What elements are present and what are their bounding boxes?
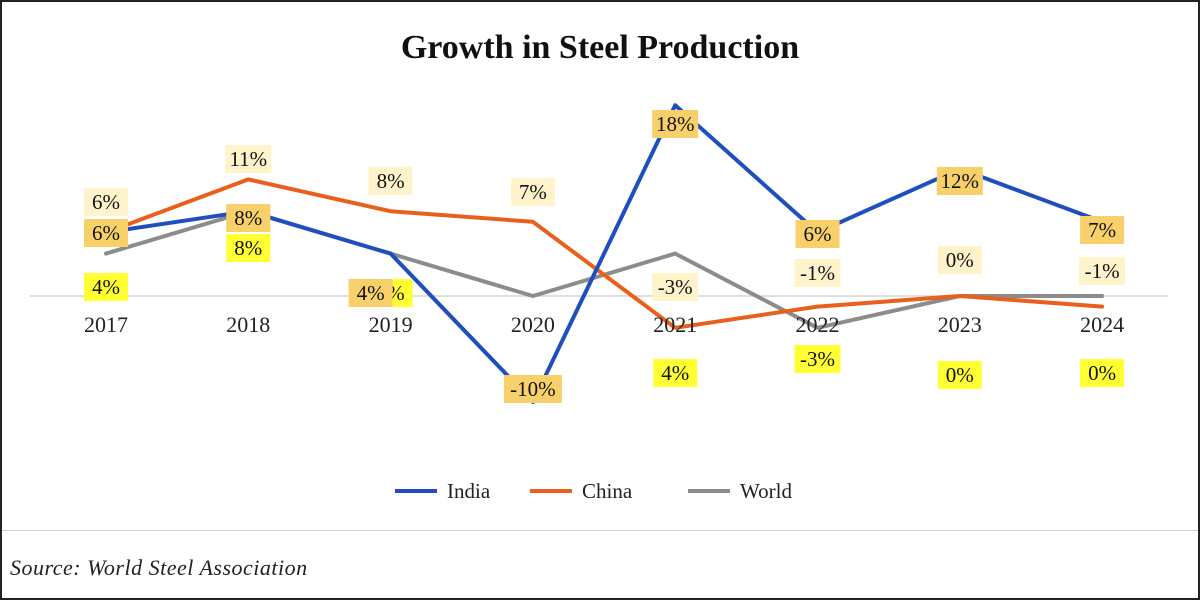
data-label-bg-world-2018	[226, 234, 271, 262]
data-label-india-2024: 7%	[1088, 218, 1116, 242]
data-label-china-2020: 7%	[519, 180, 547, 204]
data-point-india-2021	[673, 103, 677, 107]
data-label-bg-china-2018	[225, 145, 272, 173]
data-label-bg-china-2022	[794, 259, 841, 287]
data-point-china-2024	[1100, 305, 1104, 309]
legend-label-china: China	[582, 479, 633, 503]
data-label-bg-india-2020	[503, 375, 562, 403]
legend-label-world: World	[740, 479, 792, 503]
source-note: Source: World Steel Association	[10, 555, 308, 580]
legend-item-world: World	[688, 479, 792, 503]
data-label-bg-china-2019	[368, 167, 413, 195]
data-label-china-2022: -1%	[800, 261, 835, 285]
data-label-china-2023: 0%	[946, 248, 974, 272]
data-label-world-2022: -3%	[800, 347, 835, 371]
data-labels: 6%11%8%7%-3%-1%0%-1%4%8%4%4%-3%0%0%6%8%4…	[84, 110, 1126, 403]
x-tick-label-2022: 2022	[796, 312, 840, 337]
data-point-world-2024	[1100, 294, 1104, 298]
data-label-world-2017: 4%	[92, 275, 120, 299]
legend-item-india: India	[395, 479, 491, 503]
data-label-china-2024: -1%	[1085, 259, 1120, 283]
legend: India China World	[395, 479, 792, 503]
data-point-india-2019	[389, 252, 393, 256]
data-label-india-2023: 12%	[941, 169, 980, 193]
x-tick-label-2020: 2020	[511, 312, 555, 337]
data-label-bg-world-2021	[653, 359, 698, 387]
data-label-bg-world-2022	[794, 345, 841, 373]
data-label-india-2019: 4%	[357, 281, 385, 305]
data-label-bg-india-2017	[84, 219, 128, 247]
data-label-bg-india-2021	[652, 110, 699, 138]
data-label-bg-china-2021	[652, 273, 699, 301]
data-label-india-2022: 6%	[804, 222, 832, 246]
data-label-bg-world-2024	[1080, 359, 1125, 387]
data-point-world-2022	[816, 326, 819, 330]
data-point-china-2018	[246, 177, 250, 181]
data-point-world-2020	[531, 294, 535, 298]
data-label-bg-china-2017	[84, 188, 128, 216]
x-tick-label-2021: 2021	[653, 312, 697, 337]
data-label-india-2020: -10%	[510, 377, 556, 401]
series-line-china	[104, 177, 1105, 330]
data-label-bg-india-2018	[226, 204, 271, 232]
data-label-bg-china-2024	[1079, 257, 1126, 285]
data-label-china-2019: 8%	[377, 169, 405, 193]
series-layer	[104, 103, 1105, 404]
data-point-china-2022	[816, 305, 819, 309]
data-label-world-2024: 0%	[1088, 361, 1116, 385]
series-line-india	[104, 103, 1105, 404]
data-label-china-2021: -3%	[658, 275, 693, 299]
x-tick-label-2019: 2019	[369, 312, 413, 337]
data-label-india-2021: 18%	[656, 112, 695, 136]
legend-label-india: India	[447, 479, 491, 503]
chart-title: Growth in Steel Production	[401, 29, 799, 66]
data-label-bg-world-2017	[84, 273, 128, 301]
footer-divider	[2, 530, 1198, 531]
data-label-world-2018: 8%	[234, 236, 262, 260]
data-point-world-2021	[673, 252, 677, 256]
data-point-world-2017	[104, 252, 108, 256]
data-label-bg-india-2022	[795, 220, 840, 248]
data-label-bg-china-2020	[510, 178, 555, 206]
data-label-world-2021: 4%	[661, 361, 689, 385]
x-axis-ticks: 2017 2018 2019 2020 2021 2022 2023 2024	[84, 312, 1124, 337]
data-label-bg-india-2019	[348, 279, 393, 307]
data-label-china-2018: 11%	[229, 147, 267, 171]
x-tick-label-2024: 2024	[1080, 312, 1124, 337]
data-label-bg-india-2024	[1080, 216, 1125, 244]
x-tick-label-2017: 2017	[84, 312, 128, 337]
x-tick-label-2023: 2023	[938, 312, 982, 337]
data-point-china-2021	[673, 326, 677, 330]
data-label-china-2017: 6%	[92, 190, 120, 214]
data-point-china-2019	[389, 209, 393, 213]
legend-item-china: China	[530, 479, 633, 503]
data-label-india-2018: 8%	[234, 206, 262, 230]
data-label-bg-china-2023	[937, 246, 982, 274]
data-label-world-2023: 0%	[946, 363, 974, 387]
data-label-india-2017: 6%	[92, 221, 120, 245]
data-point-china-2023	[958, 294, 962, 298]
data-point-china-2020	[531, 220, 535, 224]
data-label-bg-world-2023	[937, 361, 982, 389]
x-tick-label-2018: 2018	[226, 312, 270, 337]
data-label-bg-india-2023	[936, 167, 983, 195]
